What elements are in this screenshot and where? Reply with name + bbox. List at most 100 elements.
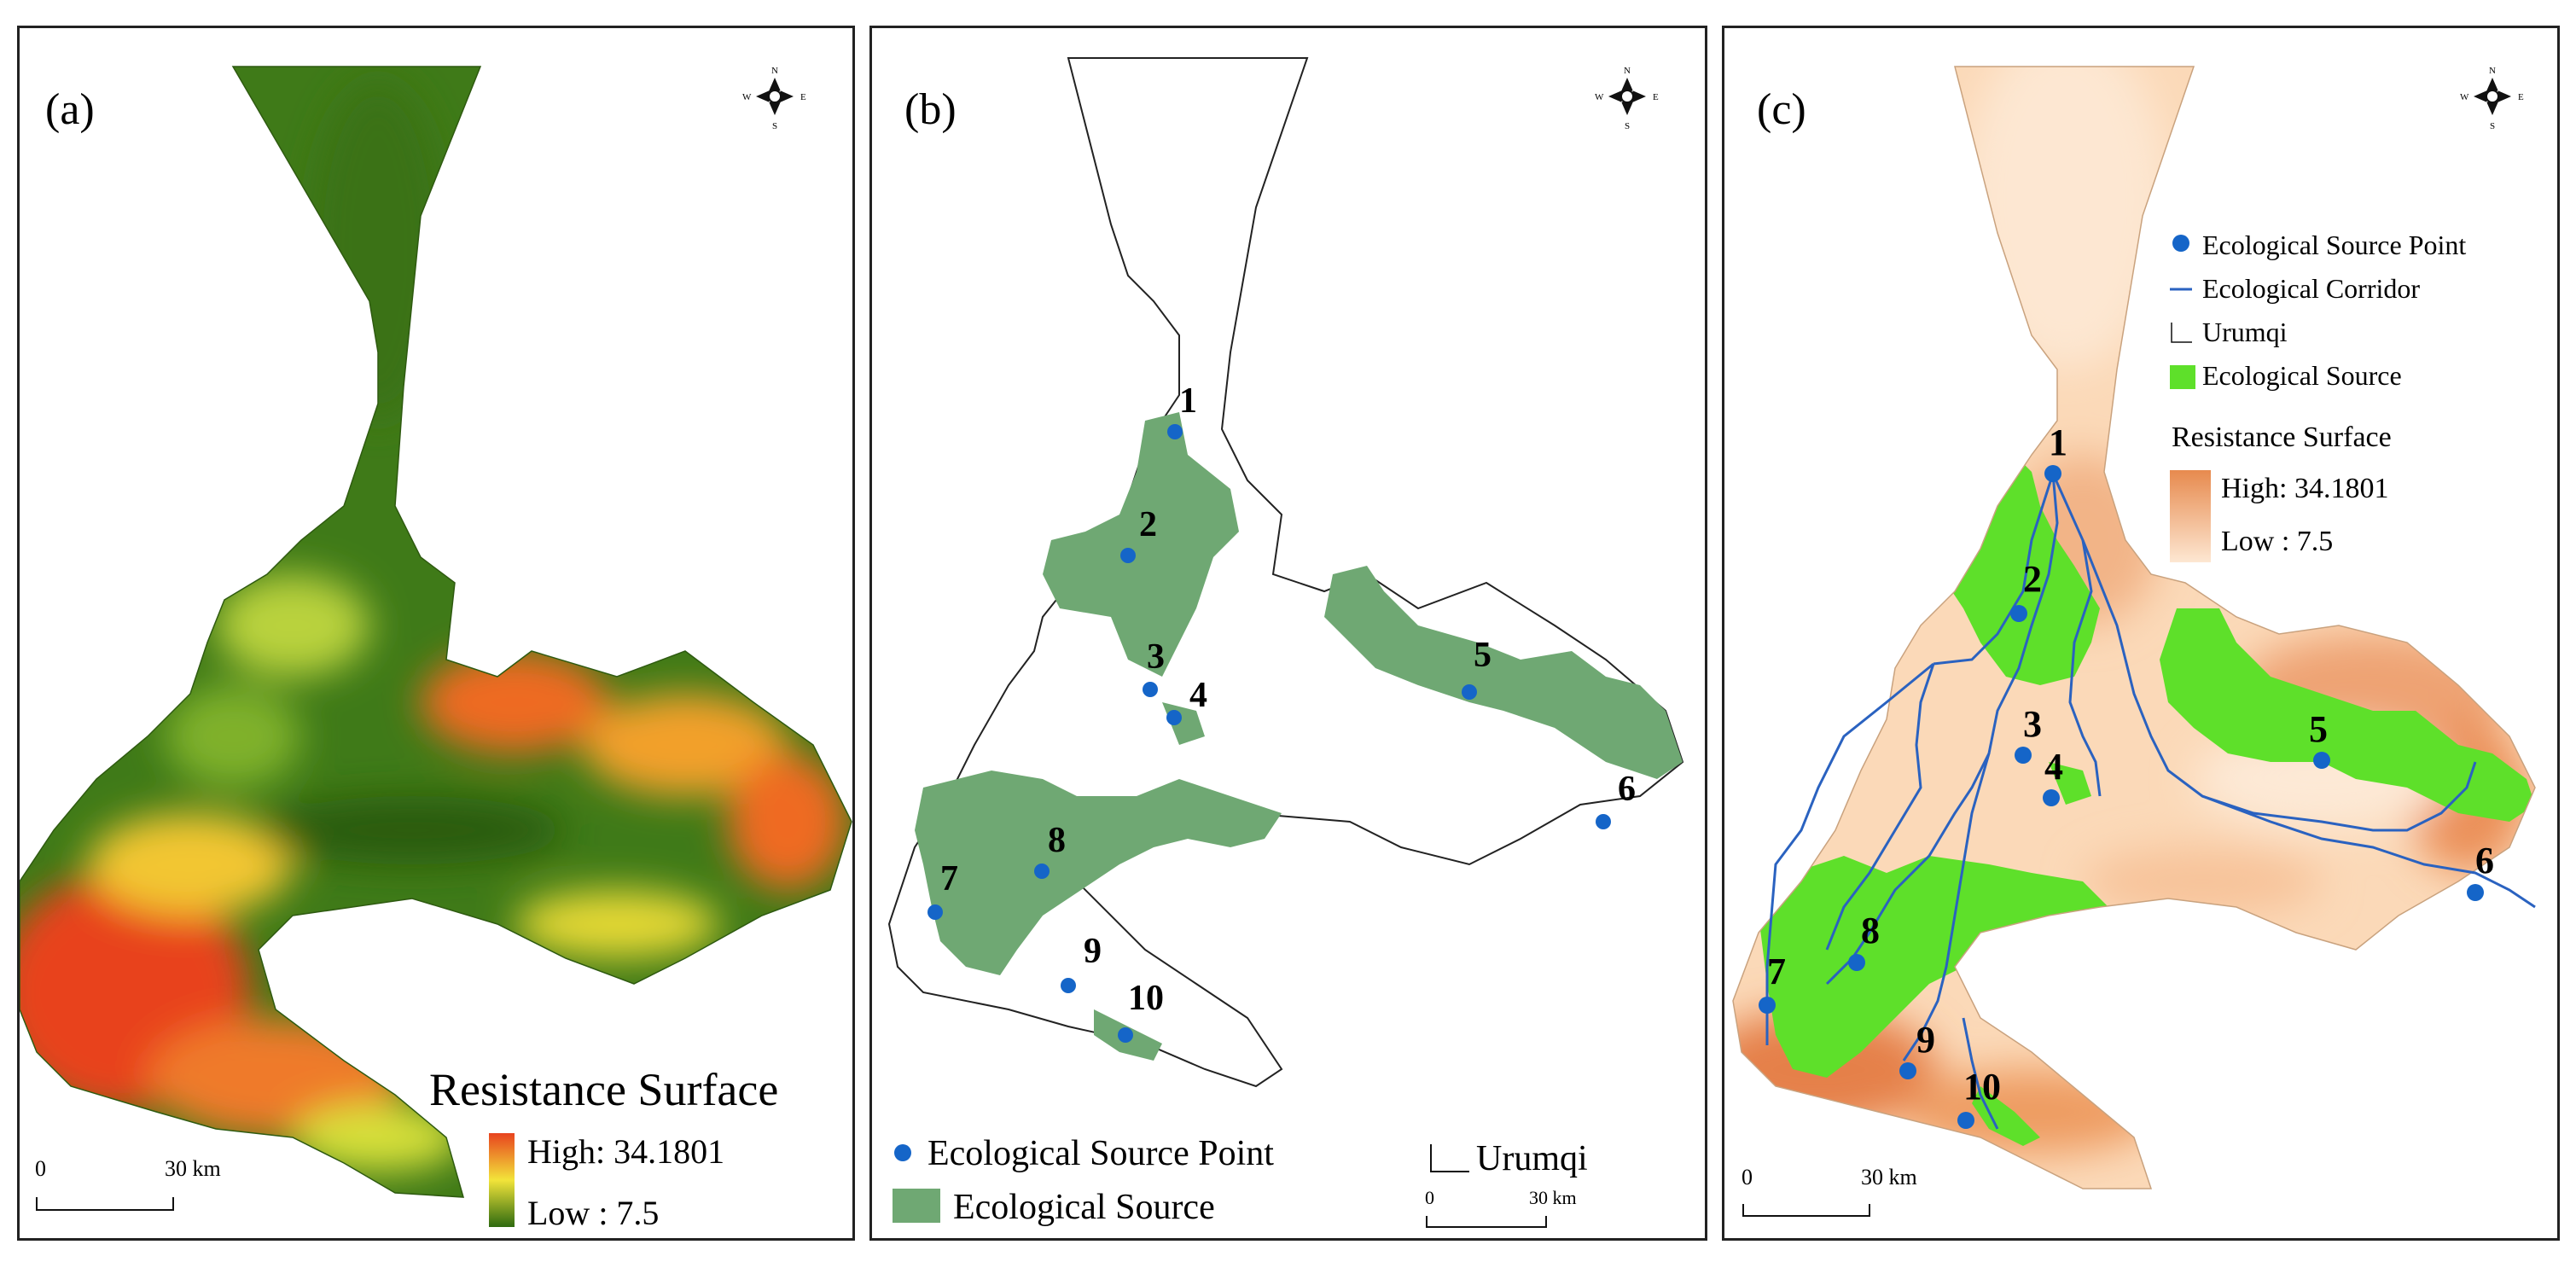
source-point-label: 3 — [2023, 703, 2042, 745]
panel-label: (b) — [904, 85, 957, 134]
legend-low: Low : 7.5 — [2221, 526, 2333, 557]
source-point-10: 10 — [1957, 1066, 2001, 1129]
svg-text:0: 0 — [1742, 1165, 1753, 1189]
legend: Ecological Source Point Ecological Sourc… — [893, 1134, 1588, 1227]
source-point-label: 5 — [1474, 636, 1492, 675]
legend-high: High: 34.1801 — [527, 1132, 724, 1171]
source-point-label: 6 — [1618, 770, 1636, 809]
source-point-7: 7 — [1759, 951, 1786, 1014]
legend-high: High: 34.1801 — [2221, 473, 2388, 504]
svg-text:W: W — [1595, 92, 1604, 102]
panel-c-map-svg: 1 2 3 4 5 6 7 8 9 10 (c) N S E W Ecologi… — [1732, 66, 2536, 1217]
source-point-label: 2 — [1139, 505, 1157, 544]
source-point-label: 1 — [1179, 381, 1197, 421]
source-point-label: 8 — [1048, 821, 1066, 860]
svg-text:N: N — [1624, 66, 1631, 76]
svg-text:W: W — [2460, 92, 2469, 102]
ecological-corridors — [1765, 473, 2536, 1130]
legend-corridor: Ecological Corridor — [2202, 273, 2420, 304]
panel-label: (a) — [45, 85, 95, 134]
panel-b-source-map: 1 2 3 4 5 6 7 8 9 10 (b) N S E W Ecologi… — [869, 26, 1707, 1241]
source-point-8: 8 — [1034, 821, 1066, 879]
source-point-label: 4 — [2044, 746, 2063, 788]
source-point-9: 9 — [1899, 1019, 1935, 1079]
source-point-label: 1 — [2049, 422, 2067, 463]
svg-text:E: E — [2518, 92, 2524, 102]
north-arrow-icon: N S E W — [2460, 66, 2524, 131]
source-point-5: 5 — [1462, 636, 1492, 700]
svg-text:S: S — [1625, 121, 1630, 131]
scale-bar: 0 30 km — [1425, 1187, 1577, 1228]
source-point-label: 9 — [1084, 932, 1102, 971]
legend-low: Low : 7.5 — [527, 1194, 659, 1232]
svg-text:30 km: 30 km — [1529, 1187, 1577, 1208]
svg-text:0: 0 — [35, 1156, 46, 1181]
source-point-label: 8 — [1861, 910, 1880, 951]
legend-boundary: Urumqi — [2202, 317, 2288, 347]
source-point-1: 1 — [2044, 422, 2067, 482]
svg-text:30 km: 30 km — [1861, 1165, 1917, 1189]
svg-text:W: W — [742, 92, 752, 102]
source-point-label: 4 — [1189, 676, 1207, 715]
source-point-3: 3 — [2015, 703, 2042, 764]
svg-text:N: N — [2489, 66, 2496, 76]
source-point-label: 6 — [2475, 840, 2494, 881]
legend-color-ramp — [2170, 470, 2211, 562]
legend-source: Ecological Source — [953, 1188, 1215, 1227]
svg-text:E: E — [800, 92, 806, 102]
legend-boundary: Urumqi — [1476, 1139, 1588, 1178]
source-point-6: 6 — [1596, 770, 1636, 829]
source-point-label: 3 — [1147, 637, 1165, 677]
svg-text:0: 0 — [1425, 1187, 1434, 1208]
ecological-source-areas — [915, 412, 1683, 1061]
north-arrow-icon: N S E W — [1595, 66, 1659, 131]
scale-bar: 0 30 km — [1742, 1165, 1917, 1217]
legend: Ecological Source Point Ecological Corri… — [2170, 230, 2466, 562]
source-point-4: 4 — [1166, 676, 1207, 725]
north-arrow-icon: N S E W — [742, 66, 806, 131]
svg-text:S: S — [2490, 121, 2495, 131]
panel-c-corridor-map: 1 2 3 4 5 6 7 8 9 10 (c) N S E W Ecologi… — [1722, 26, 2560, 1241]
source-point-9: 9 — [1061, 932, 1102, 993]
source-point-6: 6 — [2467, 840, 2494, 901]
legend-color-ramp — [489, 1133, 515, 1227]
panel-a-resistance-map: (a) N S E W Resistance Surface High: 34.… — [17, 26, 855, 1241]
scale-bar: 0 30 km — [35, 1156, 221, 1211]
source-point-3: 3 — [1143, 637, 1165, 697]
panel-a-map-svg: (a) N S E W Resistance Surface High: 34.… — [20, 66, 852, 1232]
legend-point: Ecological Source Point — [927, 1134, 1274, 1173]
urumqi-boundary — [1732, 66, 2536, 1189]
source-point-label: 7 — [940, 859, 958, 899]
source-point-5: 5 — [2309, 708, 2330, 769]
source-point-2: 2 — [2010, 558, 2042, 622]
svg-text:E: E — [1653, 92, 1659, 102]
svg-text:S: S — [772, 121, 777, 131]
svg-text:30 km: 30 km — [165, 1156, 221, 1181]
legend-source-swatch — [893, 1189, 940, 1223]
urumqi-boundary — [20, 66, 852, 1198]
source-point-7: 7 — [927, 859, 958, 920]
source-point-label: 7 — [1767, 951, 1786, 992]
source-point-label: 10 — [1128, 979, 1164, 1018]
source-point-2: 2 — [1120, 505, 1157, 563]
resistance-raster — [20, 67, 852, 1197]
panel-b-map-svg: 1 2 3 4 5 6 7 8 9 10 (b) N S E W Ecologi… — [887, 57, 1684, 1228]
source-point-4: 4 — [2043, 746, 2063, 806]
source-points: 1 2 3 4 5 6 7 8 9 10 — [927, 381, 1636, 1043]
svg-text:N: N — [771, 66, 778, 76]
source-point-1: 1 — [1167, 381, 1197, 439]
source-point-label: 10 — [1963, 1066, 2001, 1108]
legend-boundary-icon — [1430, 1144, 1469, 1172]
source-point-8: 8 — [1848, 910, 1880, 971]
source-point-10: 10 — [1118, 979, 1164, 1043]
legend-title: Resistance Surface — [429, 1064, 778, 1115]
legend-point-icon — [2172, 235, 2189, 252]
legend-point: Ecological Source Point — [2202, 230, 2466, 260]
source-point-label: 2 — [2023, 558, 2042, 600]
resistance-raster — [1733, 67, 2535, 1189]
legend-source-swatch — [2170, 365, 2195, 389]
source-point-label: 9 — [1916, 1019, 1935, 1061]
legend-boundary-icon — [2171, 323, 2192, 343]
source-point-label: 5 — [2309, 708, 2328, 750]
legend-point-icon — [894, 1144, 911, 1161]
